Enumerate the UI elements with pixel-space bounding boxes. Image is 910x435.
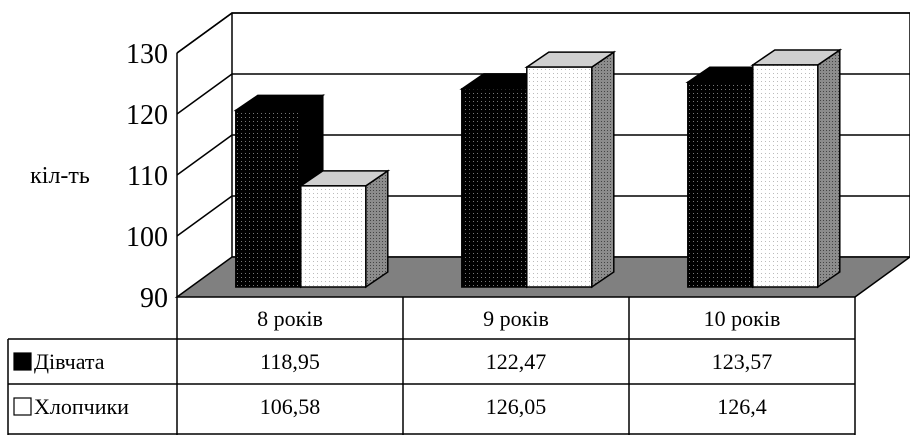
data-label: 122,47 [486, 349, 547, 374]
x-tick-label: 8 років [257, 306, 323, 331]
y-axis: 90 100 110 120 130 кіл-ть [30, 39, 168, 314]
x-tick-label: 9 років [483, 306, 549, 331]
data-label: 123,57 [712, 349, 773, 374]
y-tick-label: 130 [126, 39, 168, 70]
y-tick-label: 110 [127, 161, 168, 192]
bar-2-2 [524, 50, 617, 289]
gridline-side [176, 134, 233, 176]
data-label: 106,58 [260, 394, 321, 419]
y-tick-label: 100 [126, 222, 168, 253]
bar-front [526, 66, 593, 288]
x-tick-label: 10 років [704, 306, 781, 331]
legend-label: Хлопчики [34, 394, 129, 419]
bar-1-2 [298, 169, 391, 289]
chart-bars [233, 48, 843, 289]
y-axis-label: кіл-ть [30, 163, 90, 189]
gridline-side [176, 195, 233, 237]
legend-key [13, 352, 32, 371]
bar-front [300, 185, 367, 288]
data-label: 126,4 [717, 394, 767, 419]
data-label: 118,95 [260, 349, 320, 374]
bar-side [591, 50, 615, 289]
y-tick-label: 120 [126, 100, 168, 131]
data-label: 126,05 [486, 394, 547, 419]
bar-front [752, 64, 819, 288]
bar-front [235, 109, 302, 288]
gridline-side [176, 73, 233, 115]
y-tick-label: 90 [140, 283, 168, 314]
bar-front [461, 88, 528, 288]
legend-label: Дівчата [34, 349, 105, 374]
gridline-side [176, 12, 233, 54]
data-table: 8 років 9 років 10 років Дівчата 118,95 122,4… [7, 297, 856, 435]
bar-3-2 [750, 48, 843, 289]
bar-side [817, 48, 841, 289]
bar-side [365, 169, 389, 289]
bar-front [687, 81, 754, 288]
legend-key [13, 397, 32, 416]
